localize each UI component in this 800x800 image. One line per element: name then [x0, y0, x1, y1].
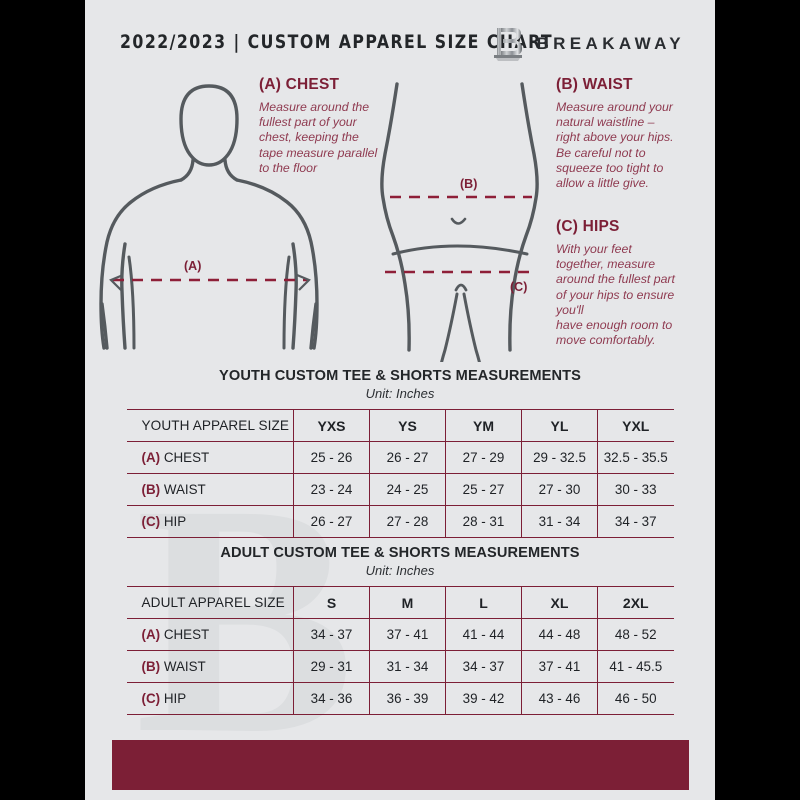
youth-waist-yl: 27 - 30 [521, 473, 598, 506]
youth-size-col-4: YXL [597, 409, 674, 442]
callout-chest: (A) CHEST Measure around the fullest par… [259, 76, 419, 176]
youth-waist-yxs: 23 - 24 [293, 473, 370, 506]
body-figures-svg: (A) (B) (C) [99, 82, 539, 362]
table-row: (B) WAIST 23 - 24 24 - 25 25 - 27 27 - 3… [126, 473, 674, 506]
youth-chest-yl: 29 - 32.5 [521, 441, 598, 474]
adult-size-col-4: 2XL [597, 586, 674, 619]
callout-waist: (B) WAIST Measure around your natural wa… [556, 76, 706, 191]
youth-size-table: YOUTH APPAREL SIZE YXS YS YM YL YXL (A) … [126, 409, 674, 538]
youth-chest-yxs: 25 - 26 [293, 441, 370, 474]
youth-hip-yxs: 26 - 27 [293, 505, 370, 538]
adult-chest-xl: 44 - 48 [521, 618, 598, 651]
adult-size-table: ADULT APPAREL SIZE S M L XL 2XL (A) CHES… [126, 586, 674, 715]
callout-chest-title: (A) CHEST [259, 76, 340, 93]
adult-waist-s: 29 - 31 [293, 650, 370, 683]
table-row: (C) HIP 34 - 36 36 - 39 39 - 42 43 - 46 … [126, 682, 674, 715]
youth-row-label-chest: (A) CHEST [126, 441, 294, 474]
adult-row-label-waist: (B) WAIST [126, 650, 294, 683]
callout-hips: (C) HIPS With your feet together, measur… [556, 218, 708, 348]
youth-waist-ym: 25 - 27 [445, 473, 522, 506]
table-row: (C) HIP 26 - 27 27 - 28 28 - 31 31 - 34 … [126, 505, 674, 538]
table-header-row: YOUTH APPAREL SIZE YXS YS YM YL YXL [126, 409, 674, 442]
adult-size-col-1: M [369, 586, 446, 619]
page-header: 2022/2023 | CUSTOM APPAREL SIZE CHART [85, 28, 715, 64]
adult-waist-2xl: 41 - 45.5 [597, 650, 674, 683]
youth-waist-ys: 24 - 25 [369, 473, 446, 506]
youth-hip-ys: 27 - 28 [369, 505, 446, 538]
callout-waist-body: Measure around your natural waistline – … [556, 100, 674, 191]
chest-measure-label: (A) [184, 259, 201, 273]
adult-hip-l: 39 - 42 [445, 682, 522, 715]
adult-hip-xl: 43 - 46 [521, 682, 598, 715]
adult-header-label: ADULT APPAREL SIZE [126, 586, 294, 619]
youth-hip-yxl: 34 - 37 [597, 505, 674, 538]
row-tag: (C) [141, 691, 161, 706]
size-chart-page: B 2022/2023 | CUSTOM APPAREL SIZE CHART [85, 0, 715, 800]
adult-waist-l: 34 - 37 [445, 650, 522, 683]
youth-chest-ym: 27 - 29 [445, 441, 522, 474]
adult-size-col-2: L [445, 586, 522, 619]
adult-hip-2xl: 46 - 50 [597, 682, 674, 715]
adult-size-col-3: XL [521, 586, 598, 619]
row-tag: (C) [141, 514, 161, 529]
youth-row-label-waist: (B) WAIST [126, 473, 294, 506]
youth-row-label-hip: (C) HIP [126, 505, 294, 538]
youth-waist-yxl: 30 - 33 [597, 473, 674, 506]
youth-hip-ym: 28 - 31 [445, 505, 522, 538]
row-name: WAIST [163, 482, 206, 497]
adult-hip-s: 34 - 36 [293, 682, 370, 715]
youth-measurements-block: YOUTH CUSTOM TEE & SHORTS MEASUREMENTS U… [85, 368, 715, 538]
callout-chest-body: Measure around the fullest part of your … [259, 100, 378, 175]
youth-table-unit: Unit: Inches [365, 386, 435, 401]
row-name: CHEST [163, 627, 210, 642]
page-title: 2022/2023 | CUSTOM APPAREL SIZE CHART [120, 31, 554, 53]
youth-size-col-0: YXS [293, 409, 370, 442]
hip-measure-label: (C) [510, 280, 527, 294]
callout-waist-title: (B) WAIST [556, 76, 633, 93]
adult-measurements-block: ADULT CUSTOM TEE & SHORTS MEASUREMENTS U… [85, 545, 715, 715]
adult-chest-s: 34 - 37 [293, 618, 370, 651]
row-name: HIP [163, 514, 187, 529]
adult-chest-l: 41 - 44 [445, 618, 522, 651]
row-tag: (A) [141, 627, 161, 642]
adult-table-unit: Unit: Inches [365, 563, 435, 578]
footer-accent-bar [112, 740, 689, 790]
youth-header-label: YOUTH APPAREL SIZE [126, 409, 294, 442]
adult-table-title: ADULT CUSTOM TEE & SHORTS MEASUREMENTS [220, 545, 580, 561]
youth-chest-ys: 26 - 27 [369, 441, 446, 474]
waist-measure-label: (B) [460, 177, 477, 191]
row-tag: (A) [141, 450, 161, 465]
table-row: (A) CHEST 25 - 26 26 - 27 27 - 29 29 - 3… [126, 441, 674, 474]
measurement-illustration: (A) (B) (C) [85, 72, 715, 362]
adult-waist-xl: 37 - 41 [521, 650, 598, 683]
callout-hips-title: (C) HIPS [556, 218, 620, 235]
table-row: (A) CHEST 34 - 37 37 - 41 41 - 44 44 - 4… [126, 618, 674, 651]
brand-lockup: BREAKAWAY [493, 24, 685, 64]
adult-chest-m: 37 - 41 [369, 618, 446, 651]
adult-row-label-hip: (C) HIP [126, 682, 294, 715]
adult-hip-m: 36 - 39 [369, 682, 446, 715]
table-row: (B) WAIST 29 - 31 31 - 34 34 - 37 37 - 4… [126, 650, 674, 683]
row-tag: (B) [141, 659, 161, 674]
brand-name: BREAKAWAY [536, 34, 685, 53]
row-name: CHEST [163, 450, 210, 465]
adult-size-col-0: S [293, 586, 370, 619]
table-header-row: ADULT APPAREL SIZE S M L XL 2XL [126, 586, 674, 619]
row-name: WAIST [163, 659, 206, 674]
row-tag: (B) [141, 482, 161, 497]
row-name: HIP [163, 691, 187, 706]
callout-hips-body: With your feet together, measure around … [556, 242, 675, 348]
youth-size-col-1: YS [369, 409, 446, 442]
youth-chest-yxl: 32.5 - 35.5 [597, 441, 674, 474]
youth-hip-yl: 31 - 34 [521, 505, 598, 538]
adult-row-label-chest: (A) CHEST [126, 618, 294, 651]
breakaway-b-monogram-icon [494, 28, 523, 61]
youth-table-title: YOUTH CUSTOM TEE & SHORTS MEASUREMENTS [219, 368, 581, 384]
adult-waist-m: 31 - 34 [369, 650, 446, 683]
youth-size-col-2: YM [445, 409, 522, 442]
adult-chest-2xl: 48 - 52 [597, 618, 674, 651]
youth-size-col-3: YL [521, 409, 598, 442]
